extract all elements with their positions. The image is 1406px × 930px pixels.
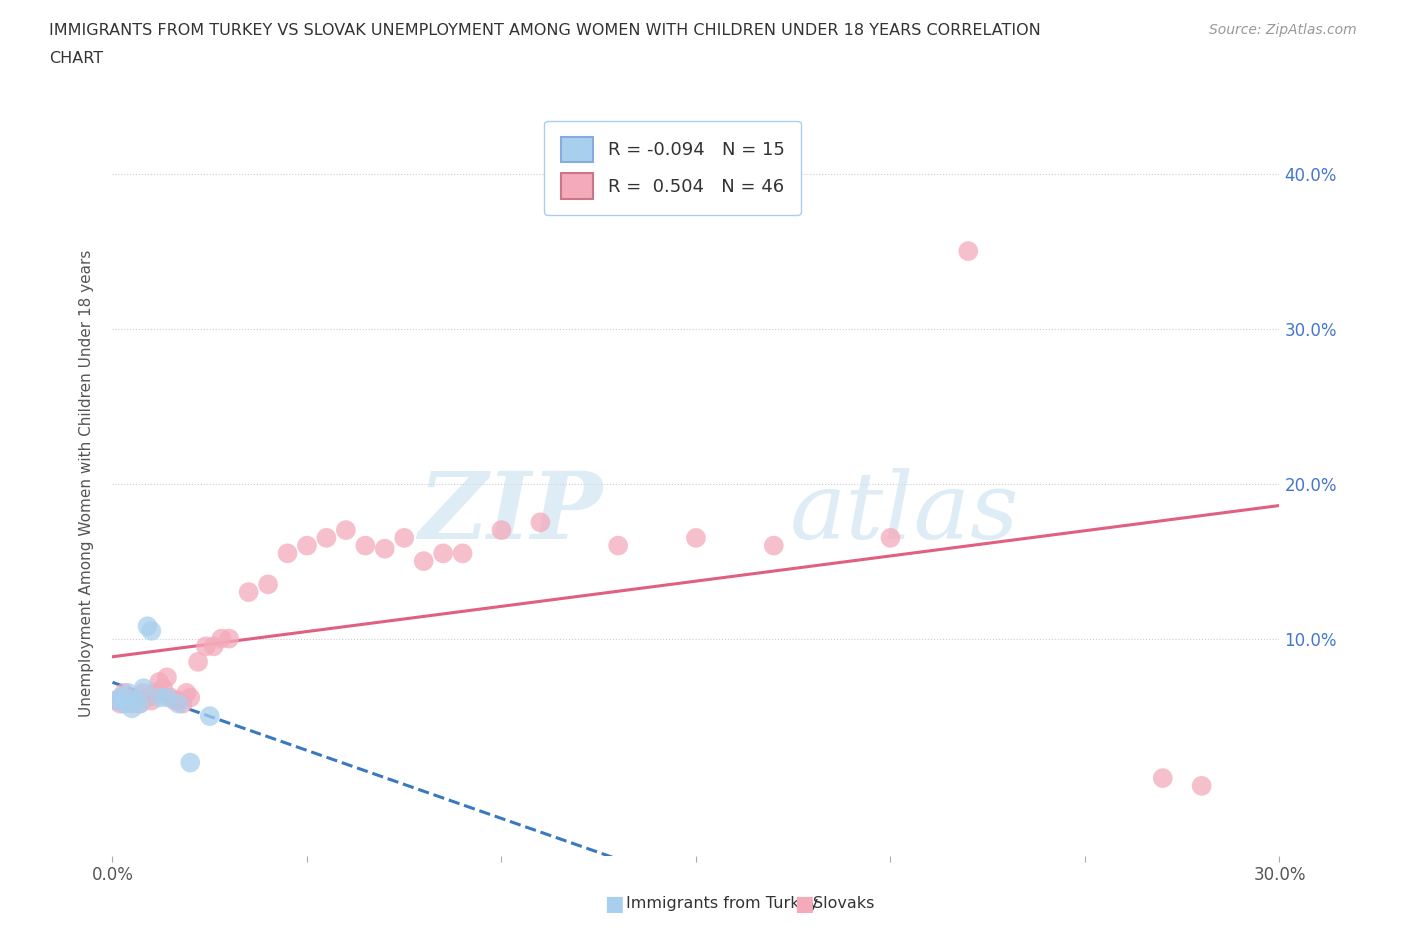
Legend: R = -0.094   N = 15, R =  0.504   N = 46: R = -0.094 N = 15, R = 0.504 N = 46: [544, 121, 801, 215]
Point: [179, 755, 201, 770]
Point: [202, 639, 225, 654]
Point: [529, 515, 551, 530]
Point: [117, 693, 139, 708]
Point: [762, 538, 785, 553]
Point: [879, 530, 901, 545]
Text: IMMIGRANTS FROM TURKEY VS SLOVAK UNEMPLOYMENT AMONG WOMEN WITH CHILDREN UNDER 18: IMMIGRANTS FROM TURKEY VS SLOVAK UNEMPLO…: [49, 23, 1040, 38]
Point: [105, 693, 128, 708]
Point: [143, 685, 166, 700]
Text: ■: ■: [605, 894, 624, 914]
Point: [1152, 771, 1174, 786]
Point: [117, 685, 139, 700]
Point: [160, 690, 183, 705]
Point: [167, 697, 190, 711]
Point: [176, 685, 198, 700]
Point: [276, 546, 298, 561]
Point: [198, 709, 221, 724]
Point: [110, 697, 132, 711]
Point: [354, 538, 377, 553]
Point: [156, 670, 179, 684]
Text: Slovaks: Slovaks: [813, 897, 875, 911]
Point: [152, 681, 174, 696]
Point: [141, 693, 163, 708]
Text: CHART: CHART: [49, 51, 103, 66]
Point: [141, 623, 163, 638]
Point: [295, 538, 318, 553]
Point: [112, 685, 135, 700]
Point: [1191, 778, 1213, 793]
Point: [179, 690, 201, 705]
Text: atlas: atlas: [789, 469, 1019, 558]
Point: [685, 530, 707, 545]
Point: [112, 697, 135, 711]
Point: [607, 538, 630, 553]
Point: [156, 690, 179, 705]
Point: [172, 697, 194, 711]
Point: [335, 523, 357, 538]
Point: [132, 681, 155, 696]
Point: [257, 577, 280, 591]
Point: [110, 690, 132, 705]
Point: [194, 639, 217, 654]
Point: [148, 674, 170, 689]
Point: [374, 541, 396, 556]
Text: ■: ■: [794, 894, 814, 914]
Point: [187, 655, 209, 670]
Point: [491, 523, 513, 538]
Point: [394, 530, 416, 545]
Point: [218, 631, 240, 646]
Point: [315, 530, 337, 545]
Point: [163, 693, 186, 708]
Point: [121, 697, 143, 711]
Point: [125, 693, 148, 708]
Point: [432, 546, 454, 561]
Point: [167, 693, 190, 708]
Point: [209, 631, 232, 646]
Y-axis label: Unemployment Among Women with Children Under 18 years: Unemployment Among Women with Children U…: [79, 250, 94, 717]
Point: [105, 693, 128, 708]
Point: [132, 685, 155, 700]
Point: [412, 553, 434, 568]
Text: Immigrants from Turkey: Immigrants from Turkey: [626, 897, 818, 911]
Text: ZIP: ZIP: [419, 469, 603, 558]
Point: [451, 546, 474, 561]
Point: [128, 697, 150, 711]
Point: [121, 701, 143, 716]
Text: Source: ZipAtlas.com: Source: ZipAtlas.com: [1209, 23, 1357, 37]
Point: [238, 585, 260, 600]
Point: [136, 618, 159, 633]
Point: [136, 690, 159, 705]
Point: [957, 244, 980, 259]
Point: [125, 693, 148, 708]
Point: [148, 690, 170, 705]
Point: [128, 697, 150, 711]
